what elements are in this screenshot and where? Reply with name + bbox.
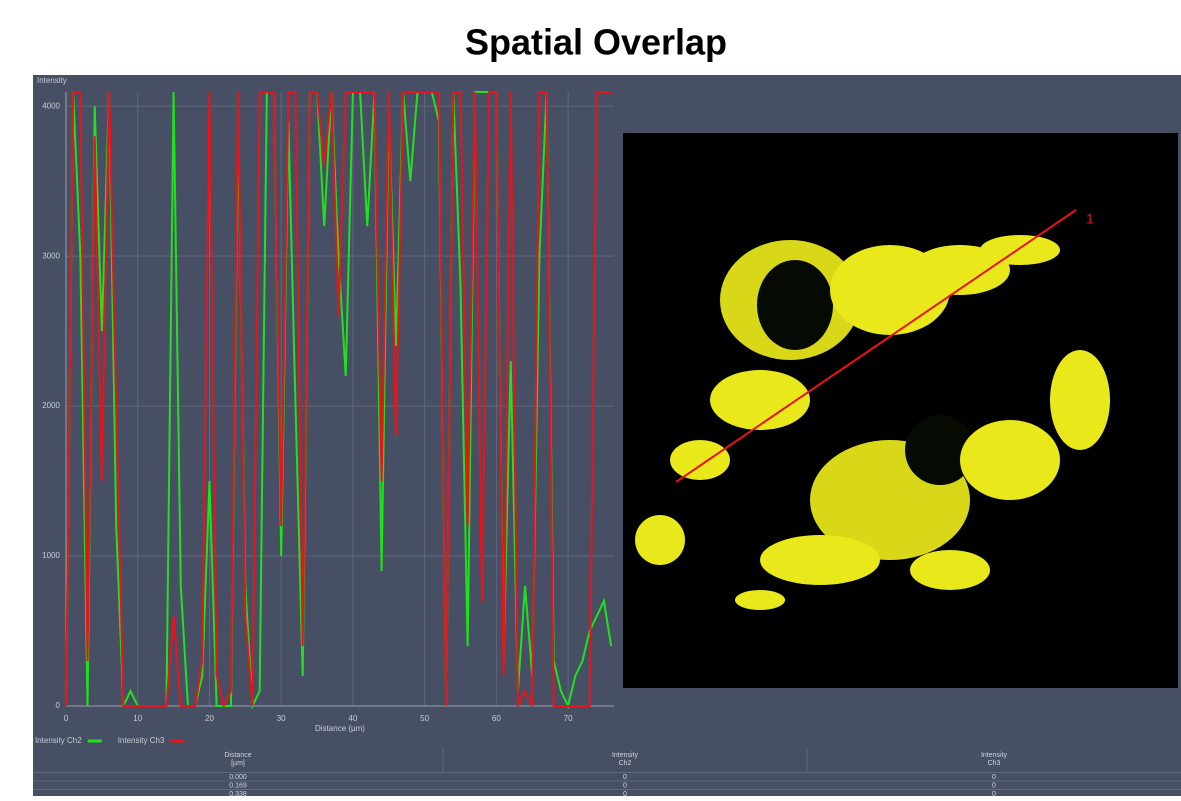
page: Spatial Overlap Intensity Distance (µm) 0 1… [0, 0, 1181, 796]
column-header: Intensity [981, 752, 1008, 759]
table-cell: 0 [992, 782, 996, 789]
legend-label: Intensity Ch2 [35, 736, 82, 745]
table-cell: 0 [992, 774, 996, 781]
x-tick-label: 20 [205, 714, 214, 723]
x-tick-label: 70 [564, 714, 573, 723]
column-header: Ch3 [988, 760, 1001, 767]
table: Distance[µm]IntensityCh2IntensityCh30.00… [33, 748, 1181, 796]
legend-label: Intensity Ch3 [118, 736, 165, 745]
x-tick-label: 0 [64, 714, 69, 723]
column-header: Ch2 [619, 760, 632, 767]
y-tick-label: 4000 [42, 101, 60, 110]
column-header: [µm] [231, 760, 245, 767]
y-tick-label: 1000 [42, 551, 60, 560]
profile-label: 1 [1086, 211, 1094, 227]
y-tick-label: 0 [56, 701, 61, 710]
table-cell: 0 [992, 791, 996, 796]
table-cell: 0.000 [229, 774, 247, 781]
y-tick-label: 2000 [42, 401, 60, 410]
table-cell: 0.169 [229, 782, 247, 789]
table-cell: 0 [623, 782, 627, 789]
y-axis-label: Intensity [37, 76, 67, 85]
x-tick-label: 40 [348, 714, 357, 723]
image-view: 1 [623, 133, 1178, 688]
x-tick-label: 30 [277, 714, 286, 723]
table-cell: 0 [623, 791, 627, 796]
x-tick-label: 10 [133, 714, 142, 723]
x-tick-label: 50 [420, 714, 429, 723]
column-header: Intensity [612, 752, 639, 759]
page-title: Spatial Overlap [465, 22, 727, 63]
column-header: Distance [224, 752, 251, 759]
x-tick-label: 60 [492, 714, 501, 723]
y-tick-label: 3000 [42, 251, 60, 260]
table-cell: 0.338 [229, 791, 247, 796]
table-cell: 0 [623, 774, 627, 781]
x-axis-label: Distance (µm) [315, 724, 365, 733]
